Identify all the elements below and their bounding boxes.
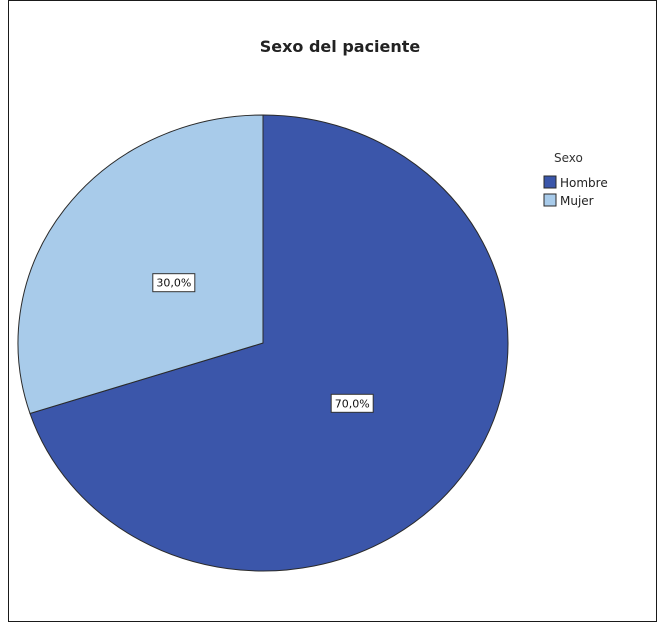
data-label-text: 30,0% <box>156 277 191 290</box>
pie-chart: Sexo del paciente 70,0% 30,0% Sexo Hombre… <box>17 37 608 572</box>
data-label-box <box>152 273 196 293</box>
legend-label-mujer: Mujer <box>560 194 594 208</box>
pie-data-labels: 70,0% 30,0% <box>152 273 374 413</box>
legend-swatch-hombre <box>543 175 557 189</box>
legend-title: Sexo <box>554 151 583 165</box>
data-label-text: 70,0% <box>335 397 370 410</box>
data-label-box <box>330 393 374 413</box>
legend-swatch-mujer <box>543 193 557 207</box>
data-label-hombre: 70,0% <box>330 393 374 413</box>
pie-slice-mujer <box>17 114 264 415</box>
data-label-mujer: 30,0% <box>152 273 196 293</box>
legend: Sexo Hombre Mujer <box>543 151 608 208</box>
chart-title: Sexo del paciente <box>260 37 421 56</box>
chart-frame: Sexo del paciente 70,0% 30,0% Sexo Hombre… <box>8 0 657 622</box>
pie-slice-hombre <box>29 114 509 572</box>
legend-items: Hombre Mujer <box>543 175 608 208</box>
legend-label-hombre: Hombre <box>560 176 608 190</box>
pie-slices <box>17 114 509 572</box>
